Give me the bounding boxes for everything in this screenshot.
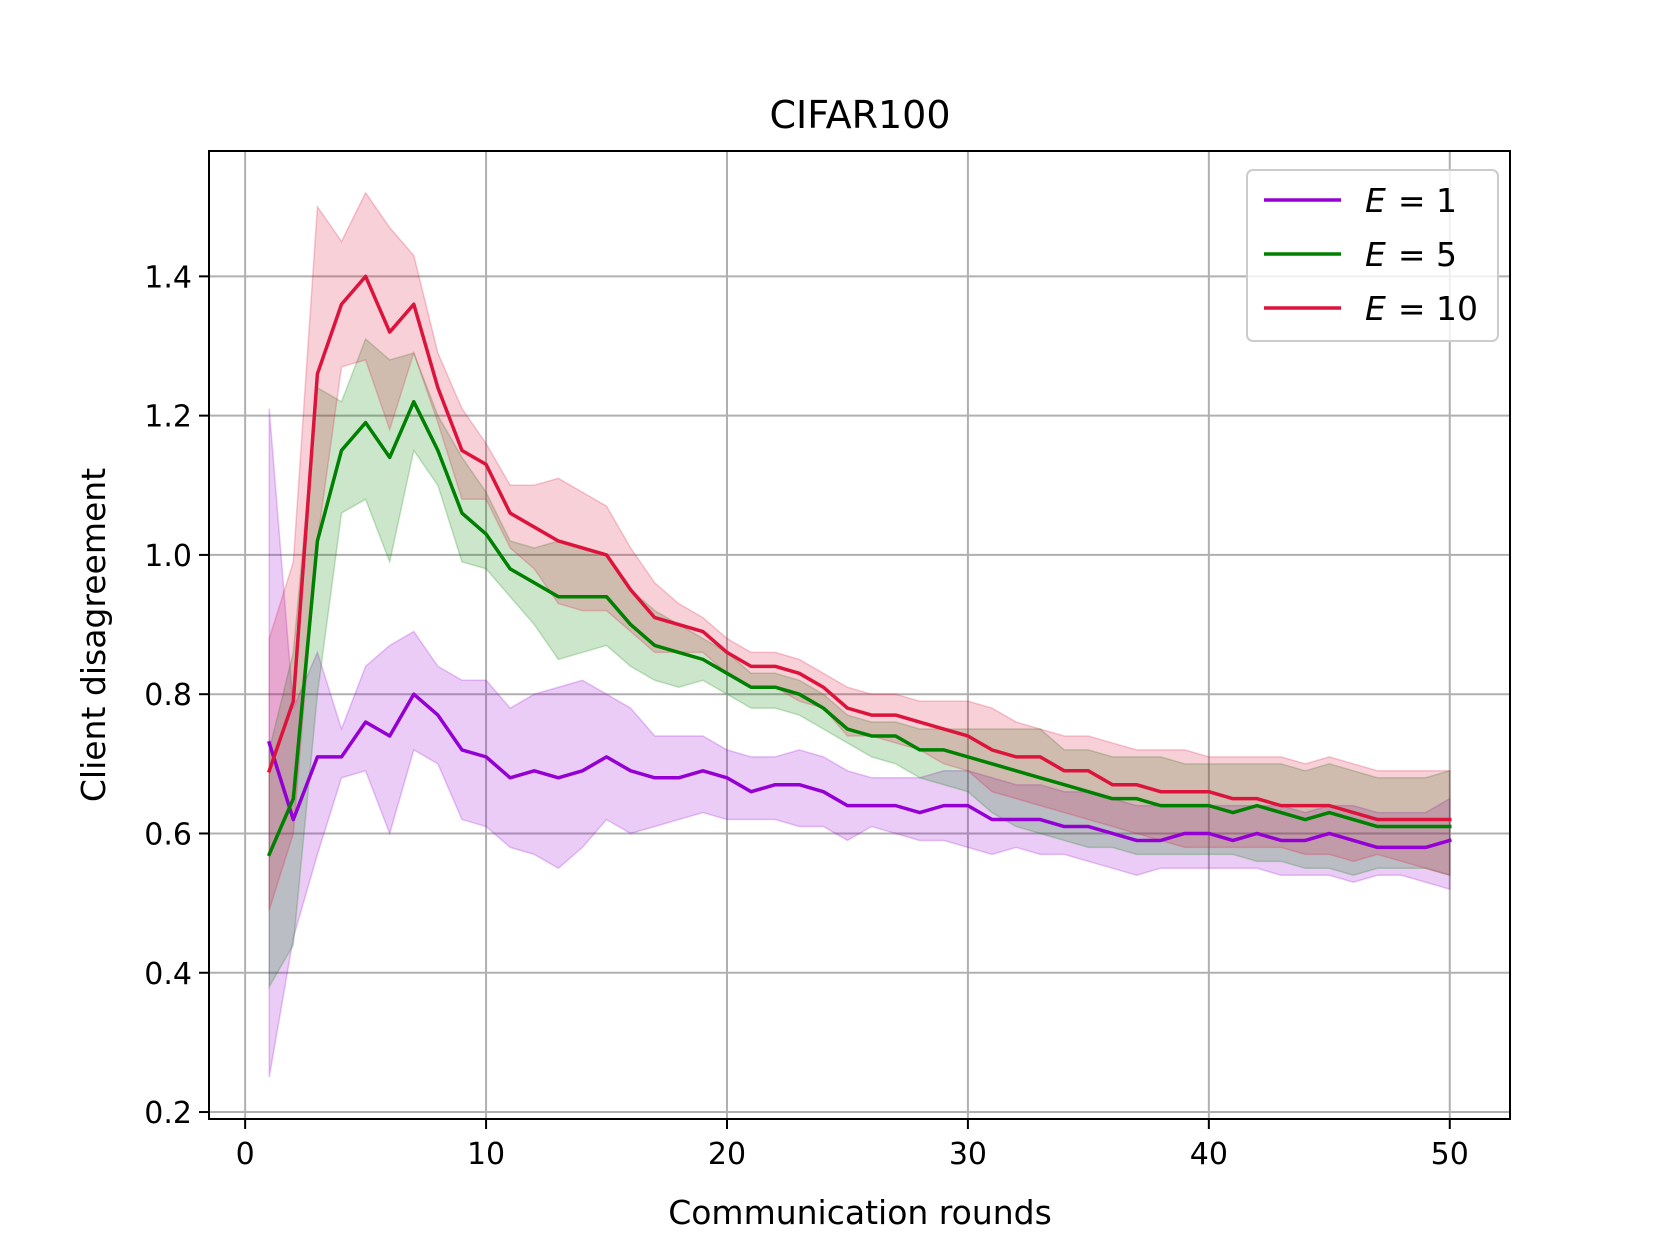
x-tick-label: 10 [467,1137,505,1172]
series-band-1 [268,408,1451,1078]
legend-label-3: E = 10 [1365,289,1478,328]
series-band-3 [268,191,1451,911]
confidence-bands [268,191,1451,1078]
series-band-2 [268,337,1451,990]
legend-value: = 5 [1398,235,1457,274]
y-tick-label: 1.2 [144,400,192,435]
legend-label-2: E = 5 [1365,235,1457,274]
legend-symbol: E [1365,289,1386,328]
legend-value: = 1 [1398,181,1457,220]
x-tick-label: 30 [949,1137,987,1172]
x-tick-label: 20 [708,1137,746,1172]
series-line-3 [267,274,1452,822]
legend-symbol: E [1365,235,1386,274]
legend-symbol: E [1365,181,1386,220]
series-line-2 [266,399,1452,857]
legend-box [1246,169,1499,342]
y-tick-label: 0.2 [144,1096,192,1131]
y-tick-label: 0.4 [144,957,192,992]
legend-label-1: E = 1 [1365,181,1457,220]
series-lines [266,274,1452,857]
x-axis-ticks: 0 10 20 30 40 50 [236,1119,1469,1172]
axes-frame [208,150,1511,1120]
y-tick-label: 0.8 [144,678,192,713]
legend-value: = 10 [1398,289,1478,328]
x-tick-label: 0 [236,1137,255,1172]
y-tick-label: 1.4 [144,260,192,295]
y-tick-label: 1.0 [144,539,192,574]
legend: E = 1 E = 5 E = 10 [1246,169,1499,342]
grid-lines [209,151,1510,1119]
series-line-1 [267,692,1452,850]
y-axis-label: Client disagreement [74,468,113,802]
y-axis-ticks: 0.2 0.4 0.6 0.8 1.0 1.2 1.4 [144,260,209,1131]
x-axis-label: Communication rounds [668,1193,1052,1232]
x-tick-label: 40 [1190,1137,1228,1172]
chart-title: CIFAR100 [769,93,950,137]
x-tick-label: 50 [1431,1137,1469,1172]
y-tick-label: 0.6 [144,817,192,852]
